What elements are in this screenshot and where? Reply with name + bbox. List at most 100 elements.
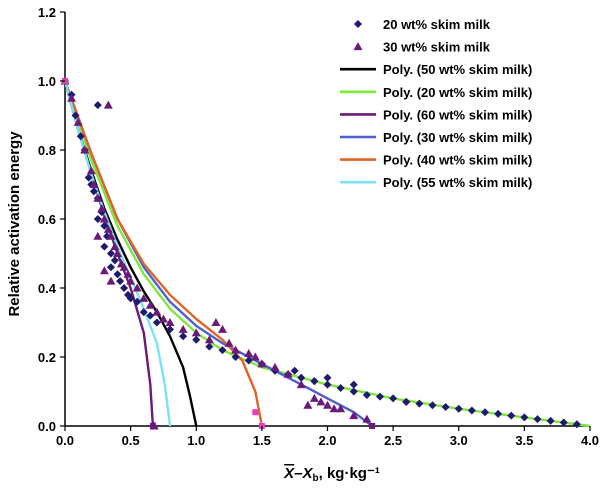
data-point-30wt [145,300,155,309]
data-point-20wt [297,373,306,382]
data-point-30wt [270,362,280,371]
x-tick-label: 2.0 [318,433,336,448]
y-tick-label: 0.8 [38,143,56,158]
legend-label: Poly. (40 wt% skim milk) [383,153,532,168]
data-point-20wt [546,416,555,425]
data-point-30wt [204,335,214,344]
data-point-30wt [119,262,129,271]
y-tick-label: 0.4 [38,281,57,296]
data-point-20wt [231,353,240,361]
data-point-30wt [152,307,162,316]
legend-swatch-triangle [353,42,363,51]
data-point-30wt [296,380,306,389]
data-point-20wt [100,221,109,230]
data-point-20wt [139,308,148,317]
data-point-20wt [349,380,358,389]
y-tick-label: 1.0 [38,74,56,89]
data-point-30wt [103,224,113,233]
data-point-30wt [309,393,319,402]
data-point-30wt [244,349,254,358]
data-point-20wt [415,399,424,408]
data-point-20wt [428,401,437,410]
x-tick-label: 0.5 [122,433,140,448]
data-point-20wt [481,408,489,417]
endpoint-marker [369,423,376,429]
data-point-30wt [113,249,122,257]
fit-line-40wt [63,80,264,427]
x-axis-label-sub: b [313,473,319,484]
x-tick-label: 3.0 [450,433,468,448]
data-point-30wt [224,338,234,347]
legend-label: 20 wt% skim milk [383,17,491,32]
data-point-30wt [123,269,133,278]
legend-label: Poly. (55 wt% skim milk) [383,175,532,190]
data-point-30wt [132,283,142,292]
data-point-20wt [100,242,109,251]
data-point-20wt [507,411,516,420]
x-axis-label: X–Xb, kg·kg⁻¹ [283,465,380,484]
data-point-20wt [290,366,299,375]
data-point-30wt [80,145,90,154]
data-point-20wt [559,418,568,427]
data-point-30wt [316,397,326,406]
data-point-20wt [133,297,142,306]
data-point-30wt [283,369,293,378]
data-point-30wt [191,328,201,337]
data-point-30wt [110,242,120,251]
data-point-30wt [106,231,116,240]
data-point-30wt [93,193,103,202]
data-point-30wt [211,318,221,326]
data-point-30wt [73,117,83,126]
endpoint-marker [149,423,156,429]
y-tick-label: 0.6 [38,212,56,227]
data-point-20wt [93,101,102,110]
legend-label: 30 wt% skim milk [383,40,491,55]
data-point-20wt [106,263,115,272]
data-point-30wt [67,93,77,102]
data-point-20wt [323,373,332,382]
data-point-20wt [179,332,188,341]
data-point-30wt [99,214,109,223]
data-point-20wt [120,284,129,292]
data-point-30wt [218,324,227,333]
data-point-20wt [110,256,119,265]
data-point-20wt [205,342,214,351]
data-point-20wt [349,387,358,396]
data-point-30wt [323,400,332,409]
data-point-20wt [323,380,332,389]
data-point-30wt [126,276,136,285]
x-tick-label: 1.5 [253,433,271,448]
data-point-30wt [103,100,113,109]
x-axis-label-var: X [283,465,295,482]
data-point-20wt [218,346,227,355]
data-point-20wt [113,270,122,279]
x-tick-label: 4.0 [581,433,599,448]
y-tick-label: 1.2 [38,5,56,20]
legend-label: Poly. (20 wt% skim milk) [383,85,532,100]
data-point-20wt [376,392,384,401]
y-tick-label: 0.2 [38,350,56,365]
data-point-20wt [106,249,115,258]
data-point-30wt [93,231,103,240]
x-axis-label-minus: –X [294,465,313,482]
y-axis-label: Relative activation energy [6,131,23,317]
data-point-20wt [116,277,125,286]
data-point-20wt [89,187,98,196]
data-point-20wt [572,420,581,429]
data-point-20wt [76,132,85,141]
data-point-30wt [303,400,313,409]
data-point-20wt [389,394,398,403]
data-point-20wt [467,406,476,415]
data-point-30wt [89,180,99,188]
data-point-30wt [86,166,96,175]
data-point-20wt [93,215,102,223]
x-tick-label: 3.5 [515,433,533,448]
data-point-30wt [336,404,346,413]
data-point-20wt [126,294,135,303]
data-point-30wt [139,293,149,302]
y-tick-label: 0.0 [38,419,56,434]
axis-ticks: 0.0 0.5 1.0 1.5 2.0 2.5 3.0 3.5 4.0 0.0 0.2 0.4 0.6 0… [38,5,599,448]
data-point-20wt [310,377,319,386]
legend-label: Poly. (50 wt% skim milk) [383,62,532,77]
